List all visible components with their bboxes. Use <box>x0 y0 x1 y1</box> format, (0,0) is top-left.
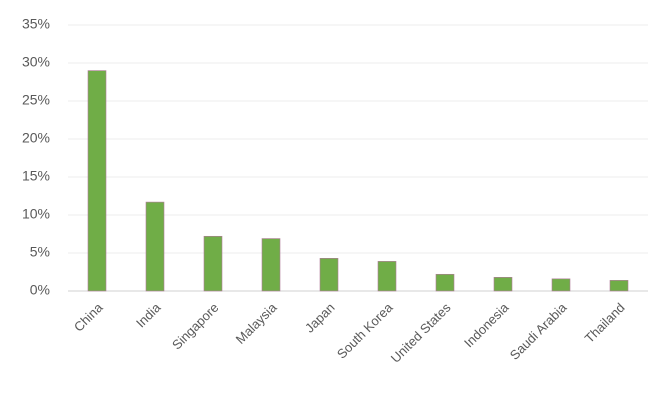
y-tick-label: 5% <box>30 244 50 260</box>
x-tick-label: United States <box>388 300 454 366</box>
bar <box>319 258 339 292</box>
x-tick-label: Saudi Arabia <box>507 299 570 362</box>
y-tick-label: 30% <box>22 54 50 70</box>
bar <box>551 278 571 292</box>
bar <box>609 280 629 292</box>
bar <box>261 238 281 292</box>
y-tick-label: 15% <box>22 168 50 184</box>
y-tick-label: 25% <box>22 92 50 108</box>
x-tick-label: India <box>133 299 164 330</box>
y-tick-label: 10% <box>22 206 50 222</box>
y-tick-label: 0% <box>30 282 50 298</box>
y-tick-label: 20% <box>22 130 50 146</box>
x-tick-label: Japan <box>302 300 338 336</box>
bar <box>435 273 455 292</box>
x-tick-label: Singapore <box>169 300 222 353</box>
bar <box>377 261 397 292</box>
x-tick-label: Indonesia <box>461 299 512 350</box>
x-tick-label: South Korea <box>334 299 396 361</box>
bar <box>87 70 107 292</box>
bar <box>203 235 223 292</box>
y-tick-label: 35% <box>22 16 50 32</box>
bar <box>145 201 165 292</box>
x-tick-label: China <box>71 299 106 334</box>
bar <box>493 277 513 292</box>
x-tick-label: Malaysia <box>233 299 280 346</box>
x-tick-label: Thailand <box>582 300 628 346</box>
